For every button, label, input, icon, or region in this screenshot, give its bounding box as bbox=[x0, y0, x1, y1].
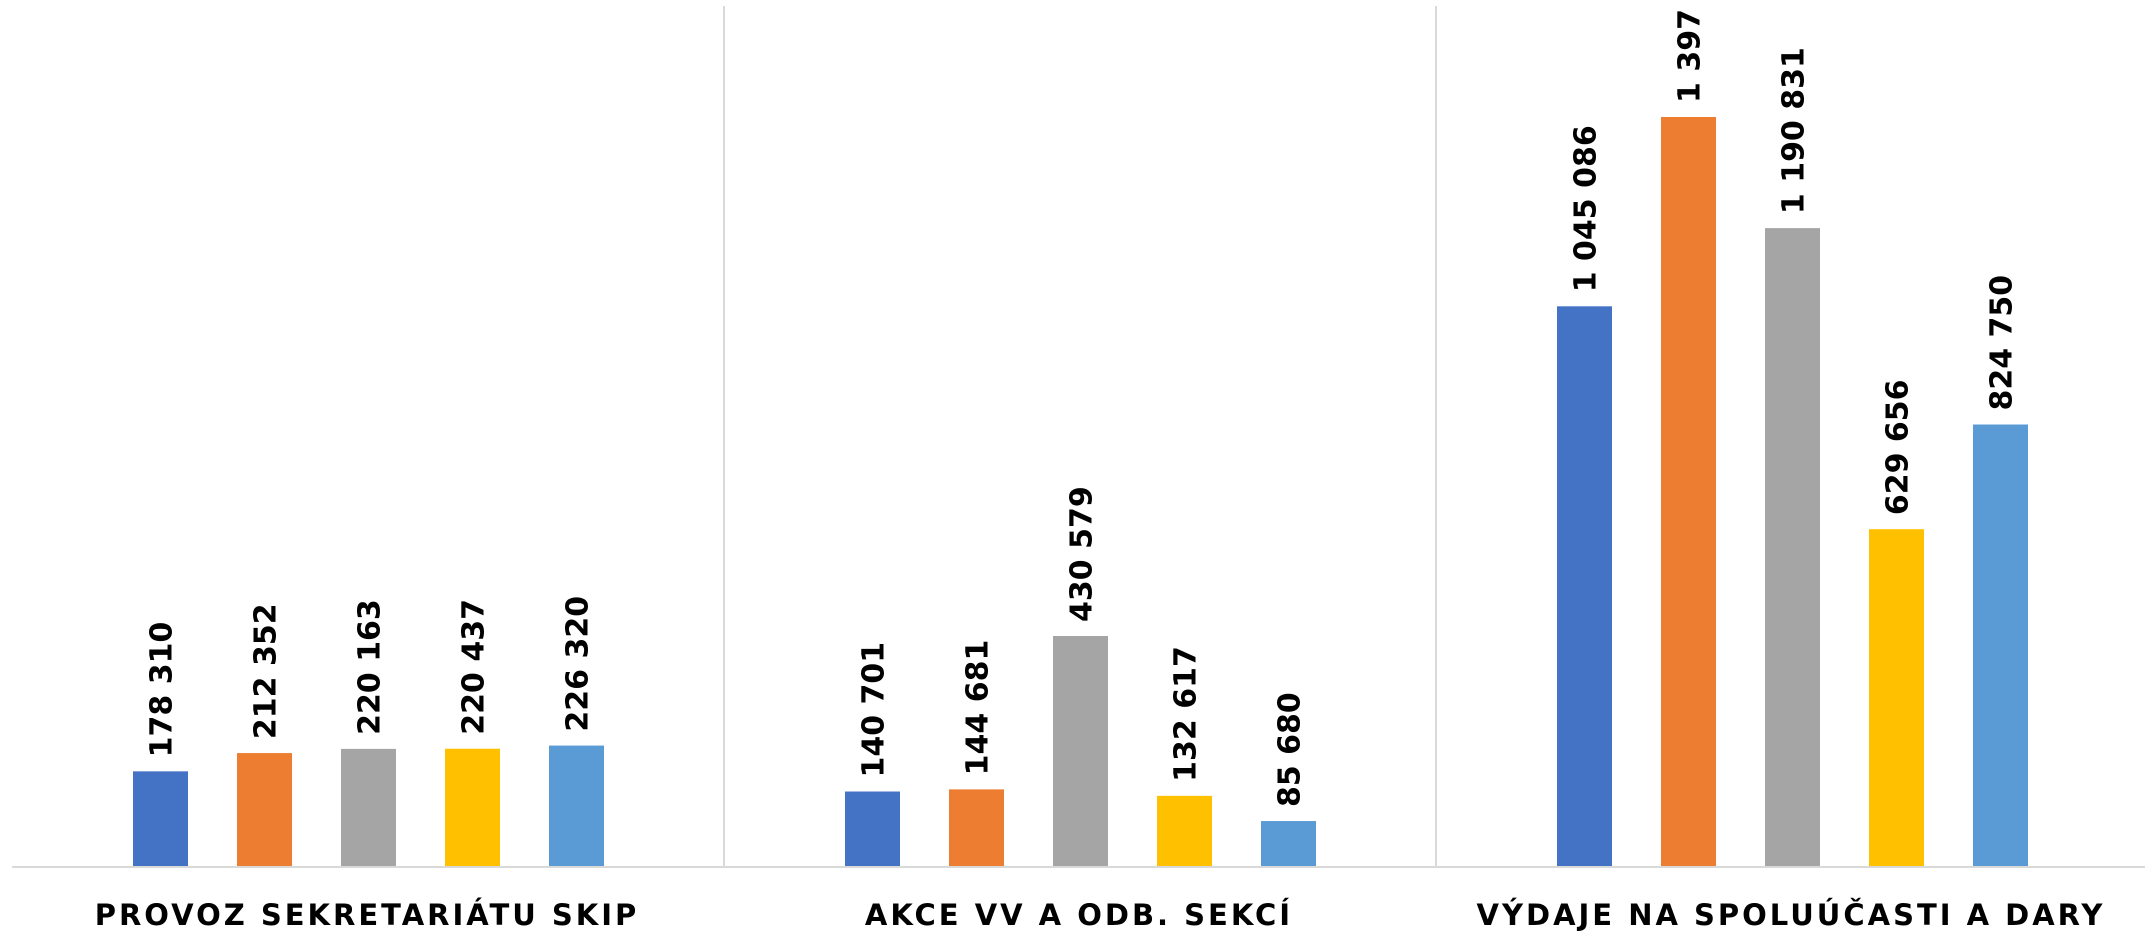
data-label-cat2-series2: 144 681 bbox=[961, 640, 996, 776]
bar-cat3-series1 bbox=[1557, 306, 1612, 867]
category-dividers bbox=[723, 6, 1437, 867]
bar-cat1-series3 bbox=[341, 748, 396, 867]
data-labels-layer: 178 310 212 352 220 163 220 437 226 320 140 7… bbox=[145, 0, 2020, 807]
data-label-cat2-series4: 132 617 bbox=[1169, 646, 1204, 782]
data-label-cat2-series1: 140 701 bbox=[857, 642, 892, 778]
data-label-cat1-series1: 178 310 bbox=[145, 622, 180, 758]
bar-cat1-series5 bbox=[549, 745, 604, 867]
bar-cat2-series1 bbox=[845, 791, 900, 867]
category-label-1: PROVOZ SEKRETARIÁTU SKIP bbox=[95, 898, 640, 932]
data-label-cat3-series3: 1 190 831 bbox=[1777, 47, 1812, 214]
bar-cat3-series3 bbox=[1765, 228, 1820, 868]
data-label-cat3-series2: 1 397 9 bbox=[1673, 0, 1708, 103]
data-label-cat3-series5: 824 750 bbox=[1985, 275, 2020, 411]
bars-layer bbox=[133, 117, 2028, 868]
data-label-cat2-series5: 85 680 bbox=[1273, 692, 1308, 807]
data-label-cat1-series5: 226 320 bbox=[561, 596, 596, 732]
bar-cat3-series5 bbox=[1973, 424, 2028, 867]
bar-cat1-series1 bbox=[133, 771, 188, 867]
data-label-cat2-series3: 430 579 bbox=[1065, 486, 1100, 622]
bar-cat2-series3 bbox=[1053, 635, 1108, 867]
data-label-cat1-series4: 220 437 bbox=[457, 599, 492, 735]
bar-cat2-series4 bbox=[1157, 795, 1212, 867]
data-label-cat3-series4: 629 656 bbox=[1881, 379, 1916, 515]
category-label-3: VÝDAJE NA SPOLUÚČASTI A DARY bbox=[1477, 898, 2106, 932]
category-labels-layer: PROVOZ SEKRETARIÁTU SKIP AKCE VV A ODB. S… bbox=[95, 898, 2106, 932]
bar-cat1-series2 bbox=[237, 753, 292, 867]
category-label-2: AKCE VV A ODB. SEKCÍ bbox=[865, 898, 1293, 932]
bar-cat2-series2 bbox=[949, 789, 1004, 867]
data-label-cat3-series1: 1 045 086 bbox=[1569, 125, 1604, 292]
bar-cat2-series5 bbox=[1261, 821, 1316, 867]
data-label-cat1-series3: 220 163 bbox=[353, 599, 388, 735]
bar-cat3-series4 bbox=[1869, 529, 1924, 867]
bar-cat1-series4 bbox=[445, 748, 500, 867]
bar-cat3-series2 bbox=[1661, 117, 1716, 867]
data-label-cat1-series2: 212 352 bbox=[249, 603, 284, 739]
